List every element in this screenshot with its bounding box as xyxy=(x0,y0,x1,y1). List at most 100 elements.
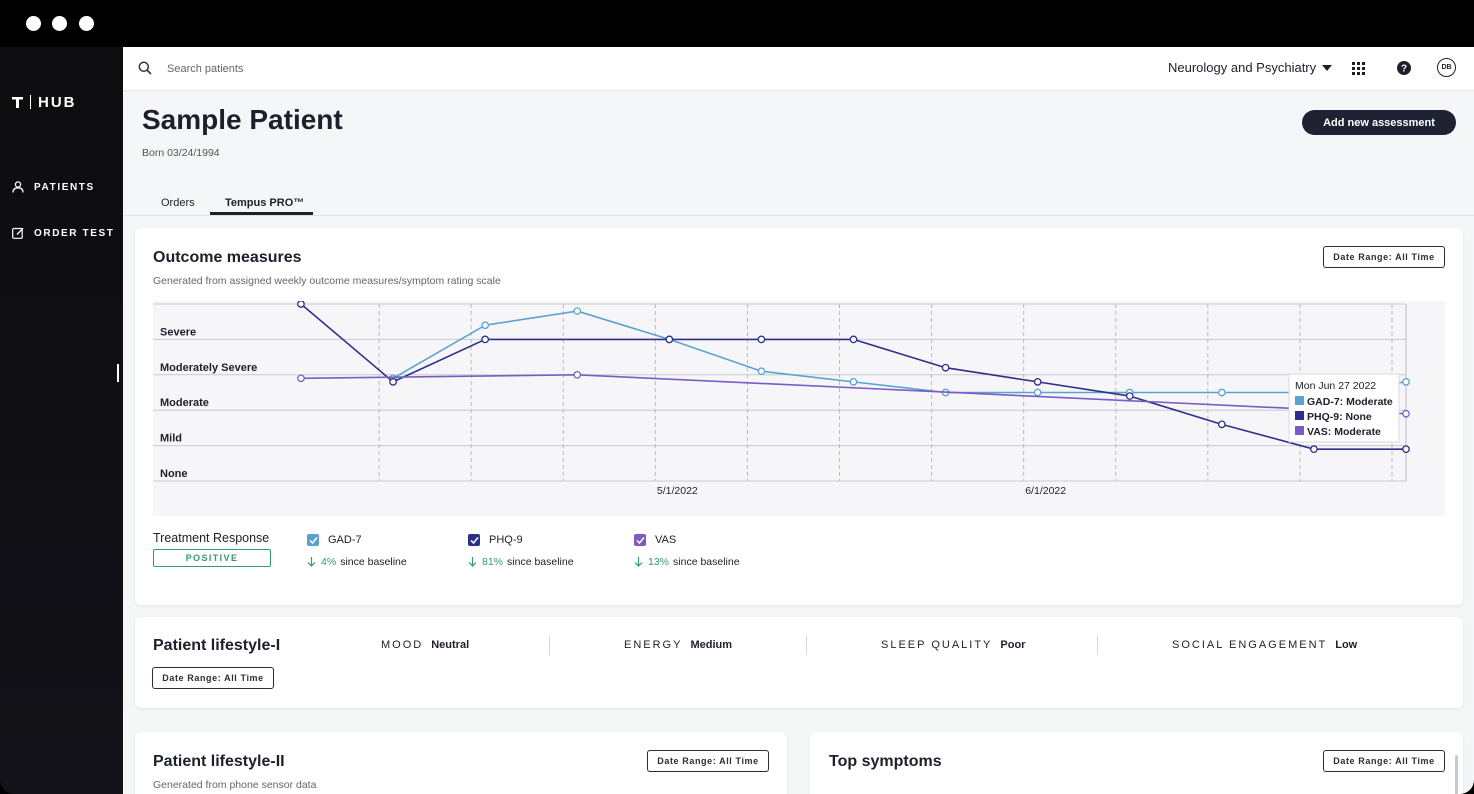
top-bar: Neurology and Psychiatry ? DB xyxy=(123,47,1474,91)
outcome-chart: None Mild Moderate Moderately Severe Severe 5… xyxy=(153,300,1445,516)
svg-text:?: ? xyxy=(1401,64,1407,75)
data-point-gad-7 xyxy=(481,321,490,330)
stat-label: MOOD xyxy=(381,639,424,651)
avatar[interactable]: DB xyxy=(1437,58,1456,77)
stat-social: SOCIAL ENGAGEMENT Low xyxy=(1172,639,1357,651)
measure-vas: VAS 13% since baseline xyxy=(634,534,740,568)
measure-name: PHQ-9 xyxy=(489,534,523,546)
search-icon[interactable] xyxy=(138,61,152,75)
measure-name: GAD-7 xyxy=(328,534,362,546)
window-minimize-dot[interactable] xyxy=(52,16,67,31)
outcome-title: Outcome measures xyxy=(153,249,302,266)
outcome-subtitle: Generated from assigned weekly outcome m… xyxy=(153,275,501,287)
y-level-label: Moderately Severe xyxy=(160,362,257,374)
stat-value: Neutral xyxy=(431,639,470,651)
window-close-dot[interactable] xyxy=(26,16,41,31)
x-tick-label: 5/1/2022 xyxy=(657,485,698,497)
divider xyxy=(1097,635,1098,655)
lifestyle-2-subtitle: Generated from phone sensor data xyxy=(153,779,317,791)
page-title: Sample Patient xyxy=(142,104,343,135)
data-point-phq-9 xyxy=(481,335,490,344)
stat-label: SLEEP QUALITY xyxy=(881,639,993,651)
sidebar-resize-handle[interactable] xyxy=(117,364,119,382)
tab-tempus-pro[interactable]: Tempus PRO™ xyxy=(225,197,305,209)
person-icon xyxy=(12,181,24,193)
top-symptoms-card: Top symptoms Date Range: All Time xyxy=(810,732,1463,794)
data-point-phq-9 xyxy=(1125,392,1134,400)
sidebar-item-patients[interactable]: PATIENTS xyxy=(12,181,95,193)
measure-name: VAS xyxy=(655,534,677,546)
stat-value: Poor xyxy=(1000,639,1026,651)
y-level-label: Moderate xyxy=(160,397,209,409)
divider xyxy=(549,635,550,655)
stat-label: SOCIAL ENGAGEMENT xyxy=(1172,639,1328,651)
check-icon xyxy=(308,536,318,544)
tooltip-line: PHQ-9: None xyxy=(1307,411,1372,423)
x-tick-label: 6/1/2022 xyxy=(1025,485,1066,497)
divider xyxy=(806,635,807,655)
add-assessment-button[interactable]: Add new assessment xyxy=(1302,110,1456,135)
y-level-label: Severe xyxy=(160,326,196,338)
tooltip-line: GAD-7: Moderate xyxy=(1307,396,1393,408)
top-symptoms-title: Top symptoms xyxy=(829,753,942,770)
lifestyle-1-title: Patient lifestyle-I xyxy=(153,637,281,654)
date-range-button[interactable]: Date Range: All Time xyxy=(1323,750,1445,772)
measure-gad7: GAD-7 4% since baseline xyxy=(307,534,407,568)
department-label: Neurology and Psychiatry xyxy=(1168,60,1317,75)
gad7-checkbox[interactable] xyxy=(307,534,319,546)
title-bar xyxy=(0,0,1474,47)
tab-bar: Orders Tempus PRO™ xyxy=(123,192,1474,216)
tooltip-swatch xyxy=(1295,426,1304,435)
data-point-phq-9 xyxy=(297,300,305,308)
stat-sleep: SLEEP QUALITY Poor xyxy=(881,639,1025,651)
check-icon xyxy=(469,536,479,544)
data-point-phq-9 xyxy=(1402,445,1410,453)
sidebar-item-label: ORDER TEST xyxy=(34,227,115,239)
window-maximize-dot[interactable] xyxy=(79,16,94,31)
tempus-t-icon xyxy=(12,97,23,108)
measure-suffix: since baseline xyxy=(340,556,407,568)
tooltip-box xyxy=(1288,373,1400,443)
sidebar-item-order-test[interactable]: ORDER TEST xyxy=(12,227,114,239)
data-point-gad-7 xyxy=(849,378,858,386)
vas-checkbox[interactable] xyxy=(634,534,646,546)
date-range-button[interactable]: Date Range: All Time xyxy=(647,750,769,772)
data-point-phq-9 xyxy=(1310,445,1318,453)
apps-grid-icon[interactable] xyxy=(1352,62,1365,75)
tooltip-swatch xyxy=(1295,396,1304,405)
tooltip-line: VAS: Moderate xyxy=(1307,426,1381,438)
scrollbar-thumb[interactable] xyxy=(1455,755,1458,794)
date-range-button[interactable]: Date Range: All Time xyxy=(152,667,274,689)
department-dropdown[interactable]: Neurology and Psychiatry xyxy=(1168,60,1333,75)
check-icon xyxy=(635,536,645,544)
help-icon[interactable]: ? xyxy=(1397,61,1411,75)
caret-down-icon xyxy=(1322,64,1333,71)
measure-phq9: PHQ-9 81% since baseline xyxy=(468,534,574,568)
data-point-gad-7 xyxy=(1217,388,1226,397)
data-point-vas xyxy=(573,370,582,379)
search-input[interactable] xyxy=(167,59,467,79)
stat-value: Low xyxy=(1335,639,1358,651)
active-tab-indicator xyxy=(210,212,313,215)
data-point-gad-7 xyxy=(757,367,766,376)
data-point-phq-9 xyxy=(1033,378,1042,386)
arrow-down-icon xyxy=(468,557,477,567)
brand-logo[interactable]: HUB xyxy=(12,94,77,111)
measure-suffix: since baseline xyxy=(673,556,740,568)
stat-label: ENERGY xyxy=(624,639,683,651)
date-range-button[interactable]: Date Range: All Time xyxy=(1323,246,1445,268)
data-point-phq-9 xyxy=(665,335,674,344)
measure-pct: 4% xyxy=(321,556,337,568)
stat-energy: ENERGY Medium xyxy=(624,639,732,651)
data-point-gad-7 xyxy=(1402,378,1410,386)
sidebar-item-label: PATIENTS xyxy=(34,181,95,193)
y-level-label: Mild xyxy=(160,433,182,445)
stat-value: Medium xyxy=(690,639,733,651)
measure-pct: 13% xyxy=(648,556,670,568)
y-level-label: None xyxy=(160,468,188,480)
tab-orders[interactable]: Orders xyxy=(161,197,195,209)
phq9-checkbox[interactable] xyxy=(468,534,480,546)
sidebar: HUB PATIENTS ORDER TEST xyxy=(0,47,123,794)
lifestyle-1-card: Patient lifestyle-I Date Range: All Time… xyxy=(135,617,1463,708)
